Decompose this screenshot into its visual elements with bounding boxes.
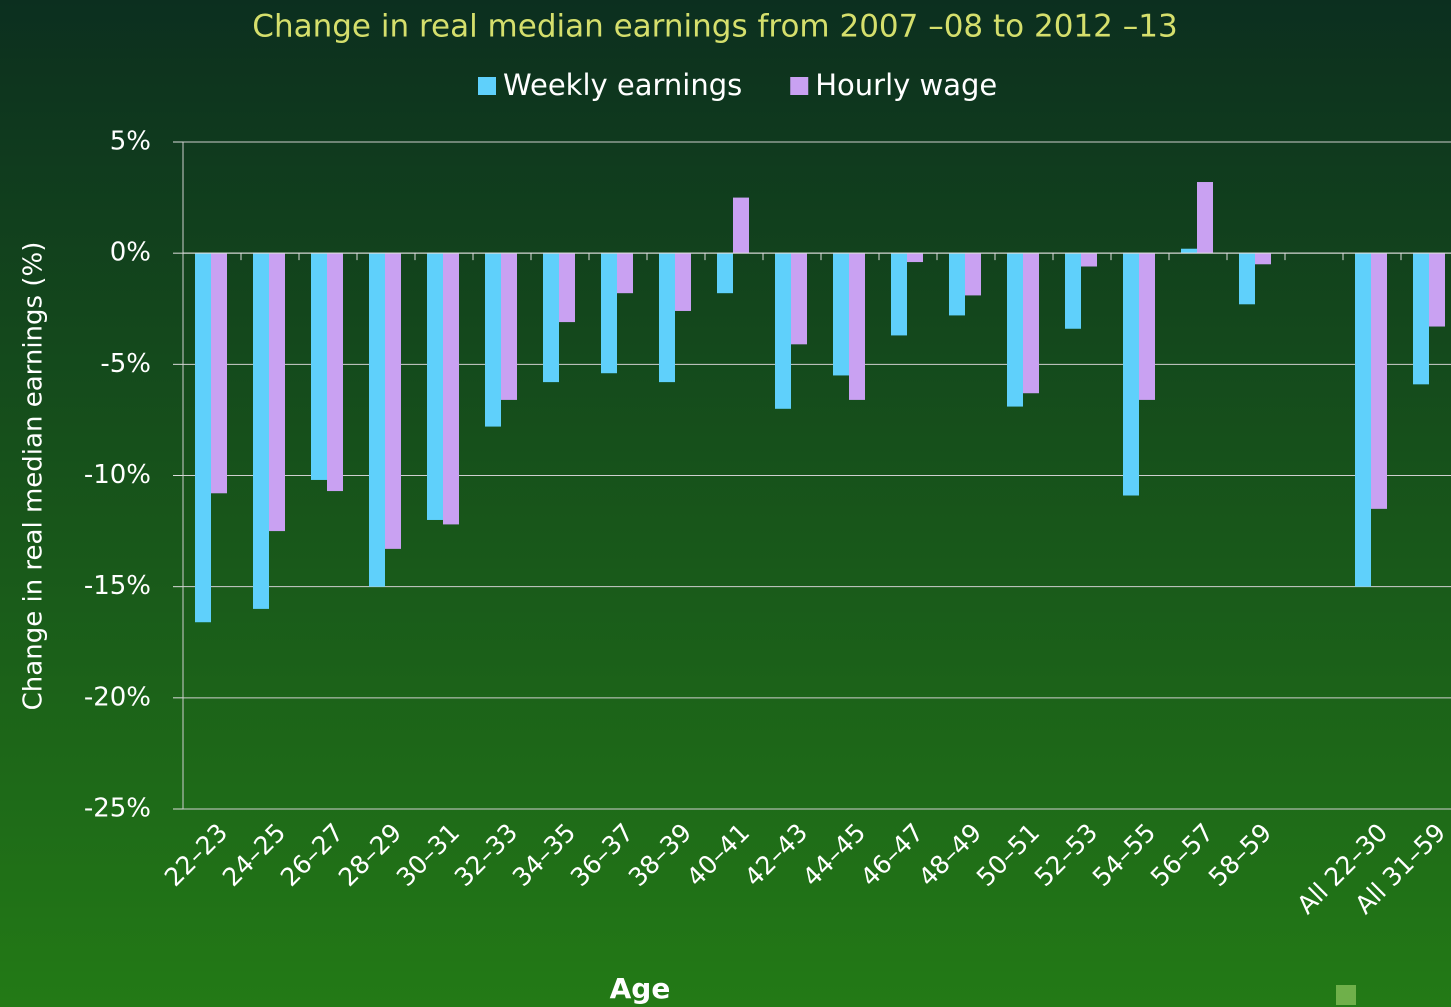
y-tick-label: -10% (84, 460, 151, 490)
y-tick-label: -15% (84, 571, 151, 601)
bar (1081, 253, 1097, 267)
bar (849, 253, 865, 400)
y-tick-label: -5% (100, 349, 151, 379)
bar (501, 253, 517, 400)
x-axis-label: Age (610, 972, 671, 1005)
bar (949, 253, 965, 316)
legend-swatch (790, 77, 809, 95)
chart-title: Change in real median earnings from 2007… (252, 9, 1177, 45)
bar (1007, 253, 1023, 407)
legend-label: Weekly earnings (503, 68, 742, 102)
bar (1065, 253, 1081, 329)
legend-label: Hourly wage (815, 68, 997, 102)
bar (907, 253, 923, 263)
bar (833, 253, 849, 376)
y-tick-label: 5% (110, 127, 151, 157)
bar (775, 253, 791, 409)
bar (485, 253, 501, 427)
bar (891, 253, 907, 336)
bar (659, 253, 675, 383)
bar (559, 253, 575, 323)
bar (427, 253, 443, 520)
bar (791, 253, 807, 345)
bar (617, 253, 633, 294)
bar (1181, 248, 1197, 254)
bar (195, 253, 211, 623)
bar (1023, 253, 1039, 394)
bar (443, 253, 459, 525)
bar (1139, 253, 1155, 400)
bar (1355, 253, 1371, 587)
bar (253, 253, 269, 609)
decoration (1336, 985, 1356, 1005)
bar (311, 253, 327, 480)
bar (369, 253, 385, 587)
bar (1371, 253, 1387, 509)
bar (1197, 182, 1213, 254)
bar (717, 253, 733, 294)
bar (965, 253, 981, 296)
y-tick-label: -25% (84, 794, 151, 824)
bar (385, 253, 401, 549)
y-tick-label: 0% (110, 238, 151, 268)
bar (1413, 253, 1429, 385)
bar (1239, 253, 1255, 305)
y-tick-label: -20% (84, 682, 151, 712)
legend-swatch (478, 77, 496, 95)
bar (543, 253, 559, 383)
bar (269, 253, 285, 532)
bar (1123, 253, 1139, 496)
bar (1255, 253, 1271, 265)
bar (211, 253, 227, 494)
bar (675, 253, 691, 311)
bar (601, 253, 617, 374)
y-axis-label: Change in real median earnings (%) (19, 242, 49, 711)
bar (327, 253, 343, 492)
bar (733, 197, 749, 254)
bar (1429, 253, 1445, 327)
